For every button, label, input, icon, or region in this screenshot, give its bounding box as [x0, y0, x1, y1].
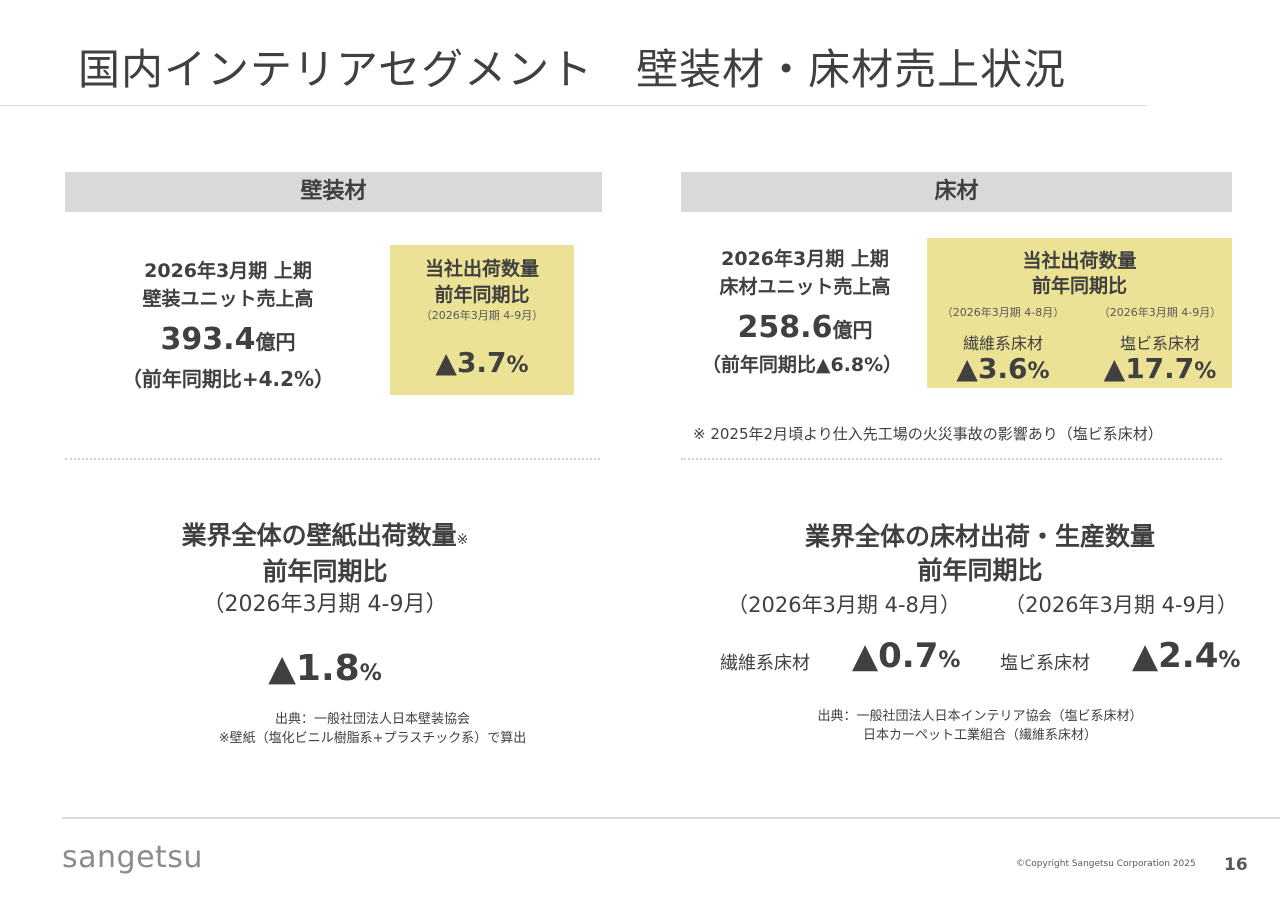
wall-box-period: （2026年3月期 4-9月） — [420, 309, 544, 322]
wall-sales-label-line2: 壁装ユニット売上高 — [142, 288, 314, 310]
industry-floor-heading: 業界全体の床材出荷・生産数量 前年同期比 — [730, 520, 1230, 588]
wall-shipment-box: 当社出荷数量 前年同期比 （2026年3月期 4-9月） ▲3.7% — [390, 245, 574, 395]
industry-floor-heading-line2: 前年同期比 — [917, 556, 1043, 585]
wall-section-heading: 壁装材 — [65, 172, 602, 212]
floor-box-value-b: ▲17.7 — [1103, 352, 1195, 385]
industry-floor-period-b: （2026年3月期 4-9月） — [1004, 593, 1238, 617]
wall-box-line1: 当社出荷数量 — [424, 258, 539, 280]
floor-shipment-box: 当社出荷数量 前年同期比 （2026年3月期 4-8月） （2026年3月期 4… — [927, 238, 1232, 388]
floor-box-pct-b: % — [1194, 359, 1217, 384]
industry-floor-period-a: （2026年3月期 4-8月） — [727, 593, 961, 617]
floor-box-line1: 当社出荷数量 — [1022, 250, 1137, 272]
page-title: 国内インテリアセグメント 壁装材・床材売上状況 — [78, 45, 1067, 94]
copyright: ©Copyright Sangetsu Corporation 2025 — [1016, 859, 1196, 869]
industry-floor-source: 出典：一般社団法人日本インテリア協会（塩ビ系床材） 日本カーペット工業組合（繊維… — [720, 707, 1240, 745]
wall-box-value: ▲3.7 — [435, 346, 507, 379]
sangetsu-logo: sangetsu — [62, 840, 203, 875]
industry-floor-heading-line1: 業界全体の床材出荷・生産数量 — [804, 522, 1155, 551]
industry-floor-pct-b: % — [1218, 648, 1241, 673]
wall-sales-value: 393.4 — [160, 322, 256, 357]
industry-floor-value-b: ▲2.4 — [1132, 636, 1219, 676]
wall-box-pct: % — [506, 353, 529, 378]
floor-sales-amount: 258.6億円 — [690, 310, 920, 345]
industry-wall-source1: 出典：一般社団法人日本壁装協会 — [274, 712, 470, 727]
floor-divider — [681, 458, 1222, 460]
industry-floor-pct-a: % — [938, 648, 961, 673]
floor-box-line2: 前年同期比 — [1031, 275, 1127, 297]
industry-floor-source1: 出典：一般社団法人日本インテリア協会（塩ビ系床材） — [817, 709, 1143, 724]
page-number: 16 — [1224, 855, 1248, 875]
wall-divider — [65, 458, 600, 460]
industry-floor-value-a: ▲0.7 — [852, 636, 939, 676]
industry-floor-yoy-a: ▲0.7% — [852, 636, 960, 676]
floor-box-period-b: （2026年3月期 4-9月） — [1098, 306, 1222, 319]
floor-sales-label: 2026年3月期 上期 床材ユニット売上高 — [690, 245, 920, 301]
wall-sales-yoy: （前年同期比+4.2%） — [121, 367, 335, 391]
floor-note: ※ 2025年2月頃より仕入先工場の火災事故の影響あり（塩ビ系床材） — [693, 425, 1163, 443]
industry-wall-yoy: ▲1.8% — [100, 648, 550, 689]
floor-sales-label-line1: 2026年3月期 上期 — [721, 248, 889, 270]
industry-floor-label-a: 繊維系床材 — [720, 653, 810, 674]
floor-sales-value: 258.6 — [737, 310, 833, 345]
industry-wall-period: （2026年3月期 4-9月） — [202, 592, 448, 617]
floor-sales-label-line2: 床材ユニット売上高 — [719, 276, 891, 298]
floor-box-yoy-b: ▲17.7% — [1085, 352, 1235, 385]
wall-box-yoy: ▲3.7% — [390, 346, 574, 379]
industry-wall-value: ▲1.8 — [268, 648, 360, 689]
floor-box-value-a: ▲3.6 — [956, 352, 1028, 385]
floor-box-label-b: 塩ビ系床材 — [1119, 334, 1200, 353]
wall-sales-label-line1: 2026年3月期 上期 — [144, 260, 312, 282]
floor-box-label-a: 繊維系床材 — [962, 334, 1043, 353]
industry-floor-yoy-b: ▲2.4% — [1132, 636, 1240, 676]
title-divider — [0, 105, 1146, 106]
industry-wall-mark: ※ — [456, 532, 469, 548]
industry-wall-pct: % — [359, 661, 382, 686]
footer-divider — [62, 817, 1280, 819]
floor-sales-unit: 億円 — [832, 318, 873, 342]
wall-box-line2: 前年同期比 — [434, 284, 530, 306]
industry-floor-label-b: 塩ビ系床材 — [1000, 653, 1090, 674]
floor-box-period-a: （2026年3月期 4-8月） — [941, 306, 1065, 319]
wall-sales-unit: 億円 — [255, 330, 296, 354]
industry-wall-heading: 業界全体の壁紙出荷数量※ 前年同期比 — [100, 520, 550, 588]
industry-floor-source2: 日本カーペット工業組合（繊維系床材） — [862, 728, 1097, 743]
industry-wall-source: 出典：一般社団法人日本壁装協会 ※壁紙（塩化ビニル樹脂系+プラスチック系）で算出 — [100, 710, 645, 748]
floor-sales-yoy: （前年同期比▲6.8%） — [701, 354, 903, 376]
floor-box-yoy-a: ▲3.6% — [927, 352, 1079, 385]
floor-box-pct-a: % — [1027, 359, 1050, 384]
wall-sales-amount: 393.4億円 — [100, 322, 356, 357]
floor-section-heading: 床材 — [681, 172, 1232, 212]
industry-wall-heading-line1: 業界全体の壁紙出荷数量 — [181, 521, 457, 550]
wall-sales-label: 2026年3月期 上期 壁装ユニット売上高 — [100, 257, 356, 313]
industry-wall-source2: ※壁紙（塩化ビニル樹脂系+プラスチック系）で算出 — [218, 731, 527, 746]
industry-wall-heading-line2: 前年同期比 — [262, 557, 388, 586]
